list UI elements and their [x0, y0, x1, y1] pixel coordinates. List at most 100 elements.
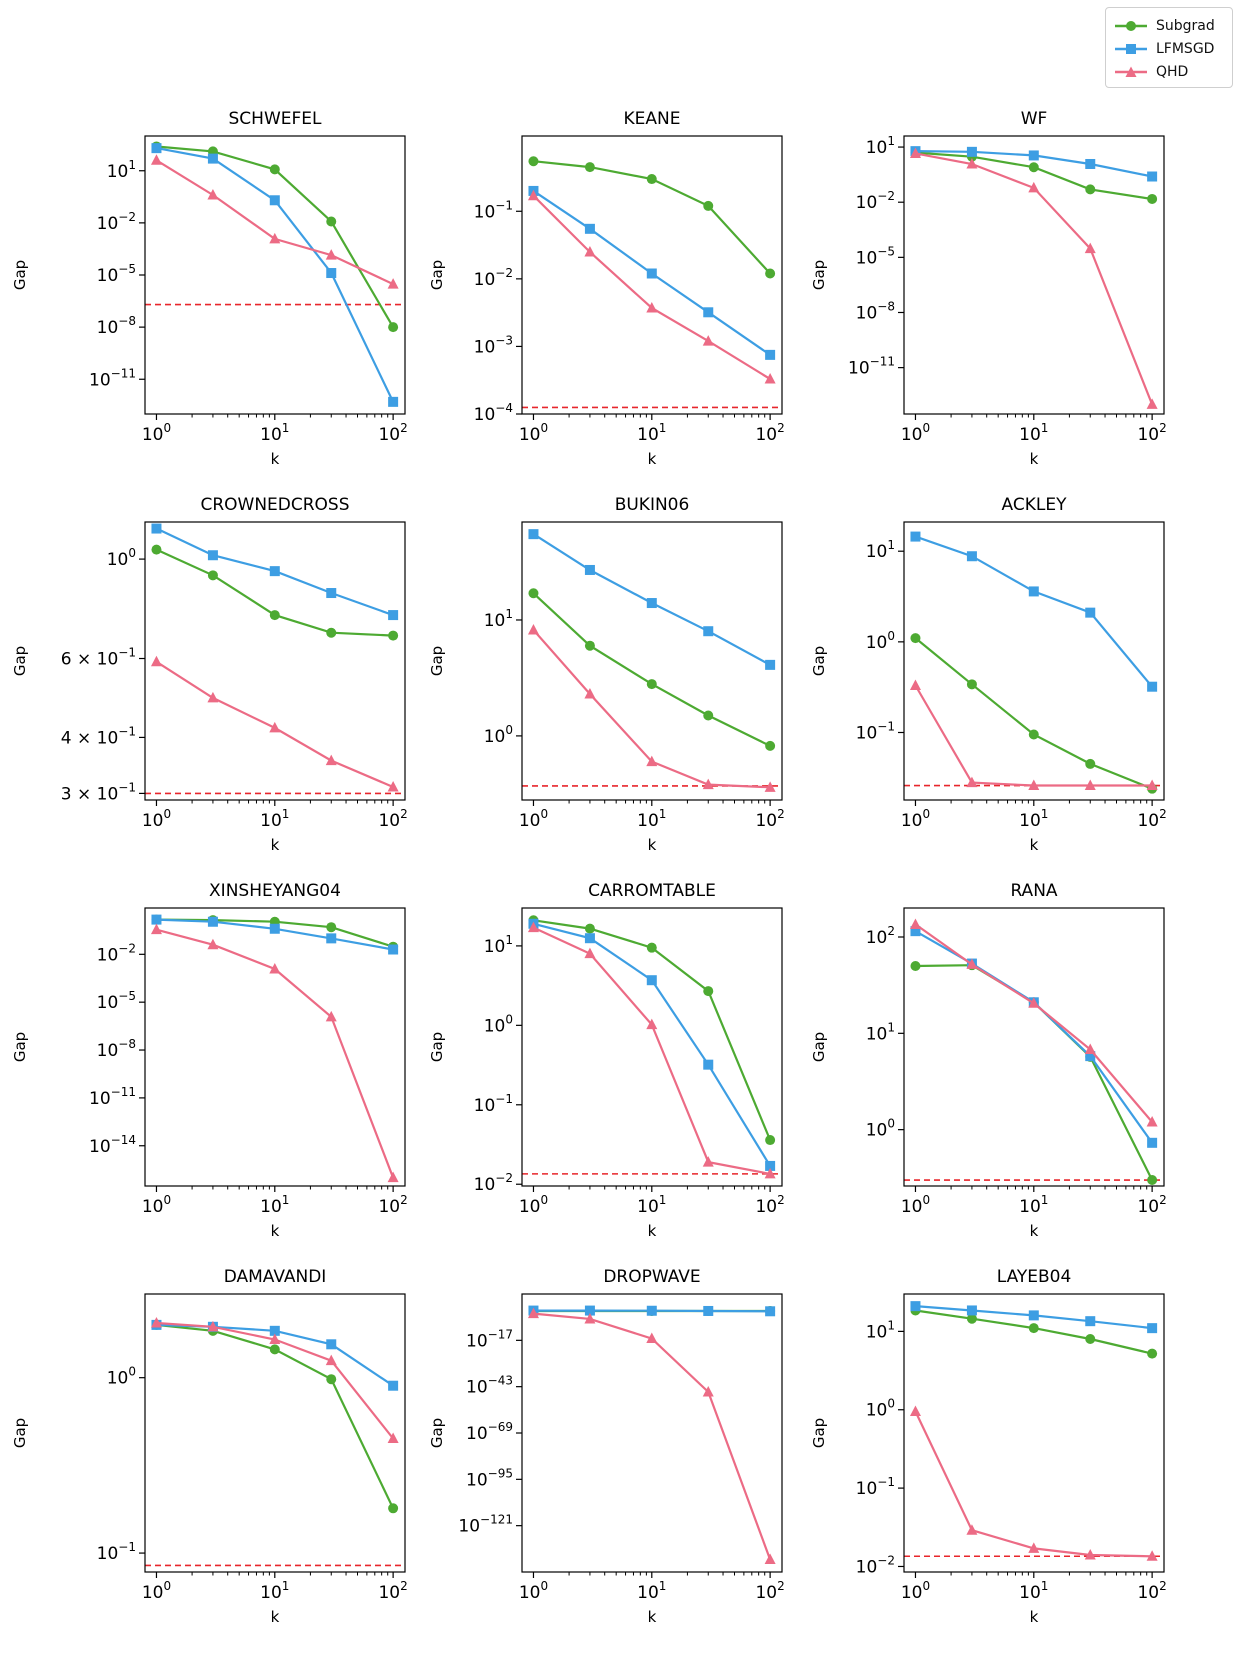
- chart-title: XINSHEYANG04: [209, 881, 341, 901]
- marker-subgrad: [388, 322, 399, 333]
- chart-xinsheyang04: XINSHEYANG04 100 101 102 10−2 10−5 10−8 10−11 10…: [11, 881, 408, 1240]
- marker-qhd: [966, 776, 978, 788]
- x-axis-label: k: [1030, 450, 1039, 468]
- plot-data: [145, 141, 405, 407]
- chart-title: KEANE: [624, 109, 681, 129]
- marker-qhd: [207, 938, 219, 950]
- plot-frame: [144, 907, 406, 1187]
- chart-title: RANA: [1010, 881, 1057, 901]
- series-line-qhd: [533, 1312, 772, 1560]
- marker-lfmsgd: [765, 349, 776, 360]
- marker-qhd: [764, 781, 776, 792]
- plot-frame: [144, 135, 406, 415]
- y-tick-label: 102: [866, 924, 895, 948]
- y-tick-label: 4 × 10−1: [61, 724, 136, 748]
- y-tick-label: 100: [107, 546, 136, 570]
- marker-qhd: [1028, 1542, 1040, 1553]
- marker-qhd: [269, 232, 281, 244]
- marker-subgrad: [703, 710, 714, 721]
- chart-title: DAMAVANDI: [224, 1267, 327, 1287]
- y-tick-label: 10−95: [466, 1466, 513, 1490]
- marker-subgrad: [269, 1344, 280, 1355]
- marker-qhd: [646, 755, 658, 767]
- x-axis-label: k: [271, 1608, 280, 1626]
- marker-qhd: [1146, 1550, 1158, 1561]
- chart-title: LAYEB04: [997, 1267, 1072, 1287]
- marker-qhd: [527, 623, 539, 635]
- x-tick-label: 101: [260, 807, 289, 831]
- plot-data: [527, 1305, 776, 1565]
- marker-qhd: [207, 691, 219, 703]
- x-tick-label: 100: [519, 421, 548, 445]
- marker-lfmsgd: [646, 598, 657, 609]
- marker-lfmsgd: [269, 1325, 280, 1336]
- plot-data: [909, 146, 1158, 409]
- marker-lfmsgd: [1147, 171, 1158, 182]
- series-line-lfmsgd: [533, 922, 772, 1167]
- plot-frame: [903, 135, 1165, 415]
- y-tick-label: 10−5: [97, 262, 136, 286]
- marker-qhd: [909, 147, 921, 158]
- marker-lfmsgd: [584, 1305, 595, 1316]
- marker-qhd: [909, 679, 921, 690]
- marker-lfmsgd: [326, 933, 337, 944]
- marker-subgrad: [765, 740, 776, 751]
- x-tick-label: 102: [378, 421, 407, 445]
- x-tick-label: 100: [142, 807, 171, 831]
- marker-subgrad: [151, 544, 162, 555]
- plot-frame: [903, 521, 1165, 801]
- y-tick-label: 10−8: [97, 314, 136, 338]
- x-axis-label: k: [1030, 1608, 1039, 1626]
- chart-crownedcross: CROWNEDCROSS 100 101 102 100 6 × 10−1 4 × 10−1…: [11, 495, 408, 854]
- marker-qhd: [269, 1333, 281, 1345]
- marker-subgrad: [207, 570, 218, 581]
- legend-swatch-qhd: [1115, 66, 1147, 77]
- x-tick-label: 100: [901, 807, 930, 831]
- marker-subgrad: [1147, 1175, 1158, 1186]
- x-axis-label: k: [648, 836, 657, 854]
- x-tick-label: 102: [1137, 1579, 1166, 1603]
- y-tick-label: 10−1: [856, 719, 895, 743]
- plot-data: [522, 915, 782, 1179]
- chart-title: BUKIN06: [615, 495, 690, 515]
- x-axis-label: k: [648, 1222, 657, 1240]
- x-tick-label: 101: [1019, 1193, 1048, 1217]
- y-tick-label: 10−2: [97, 210, 136, 234]
- y-tick-label: 100: [866, 629, 895, 653]
- plot-frame: [521, 1293, 783, 1573]
- marker-qhd: [909, 918, 921, 929]
- x-tick-label: 100: [901, 421, 930, 445]
- chart-title: ACKLEY: [1002, 495, 1068, 515]
- marker-lfmsgd: [966, 1305, 977, 1316]
- x-tick-label: 101: [260, 1579, 289, 1603]
- marker-lfmsgd: [765, 1306, 776, 1317]
- marker-subgrad: [584, 640, 595, 651]
- y-tick-label: 10−5: [856, 244, 895, 268]
- marker-qhd: [1028, 779, 1040, 791]
- marker-qhd: [646, 1018, 658, 1030]
- marker-subgrad: [528, 588, 539, 599]
- plot-frame: [144, 521, 406, 801]
- y-tick-label: 10−121: [458, 1513, 513, 1537]
- x-tick-label: 101: [1019, 1579, 1048, 1603]
- x-tick-label: 102: [1137, 421, 1166, 445]
- chart-wf: WF 100 101 102 101 10−2 10−5 10−8 10−11 k Gap: [810, 109, 1167, 468]
- y-axis-label: Gap: [810, 646, 828, 676]
- y-tick-label: 100: [866, 1117, 895, 1141]
- y-tick-label: 10−17: [466, 1327, 513, 1351]
- plot-frame: [903, 1293, 1165, 1573]
- marker-qhd: [909, 1405, 921, 1416]
- legend-swatch-subgrad: [1115, 20, 1147, 31]
- marker-subgrad: [584, 162, 595, 173]
- x-tick-label: 102: [378, 807, 407, 831]
- y-tick-label: 10−2: [856, 189, 895, 213]
- marker-qhd: [387, 278, 399, 289]
- x-axis-label: k: [648, 450, 657, 468]
- marker-subgrad: [326, 1374, 337, 1385]
- marker-qhd: [584, 947, 596, 959]
- series-line-qhd: [533, 926, 771, 1175]
- legend-label-qhd: QHD: [1156, 63, 1189, 80]
- marker-subgrad: [326, 216, 337, 227]
- marker-qhd: [1084, 1549, 1096, 1560]
